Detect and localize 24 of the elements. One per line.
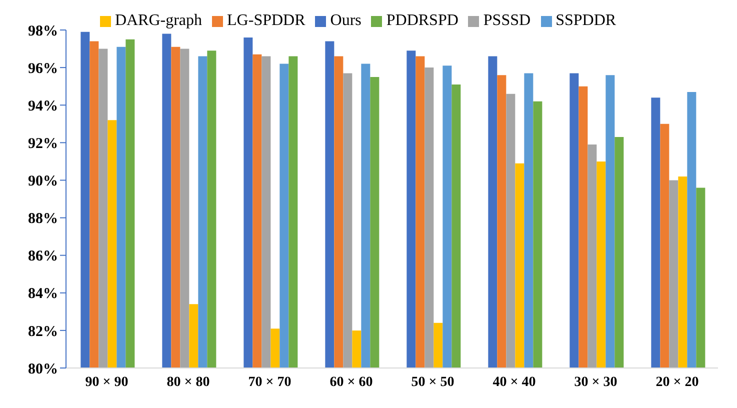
y-tick-label: 82% [28,324,58,340]
x-tick-label: 30 × 30 [574,374,618,390]
legend-label: DARG-graph [114,12,202,29]
y-tick-label: 80% [28,361,58,378]
x-tick-label: 70 × 70 [248,374,292,390]
x-tick-label: 40 × 40 [492,374,536,390]
x-tick-label: 90 × 90 [85,374,128,390]
y-tick-label: 86% [28,248,58,265]
y-tick-label: 84% [28,286,58,302]
y-tick-label: 96% [28,60,58,77]
y-tick-label: 90% [28,174,58,190]
legend-label: LG-SPDDR [227,12,306,29]
x-tick-label: 60 × 60 [330,374,373,390]
x-tick-label: 50 × 50 [411,374,454,390]
legend-label: SSPDDR [556,12,616,29]
legend-label: PDDRSPD [386,12,458,29]
y-tick-label: 88% [28,211,58,228]
y-tick-label: 98% [28,23,58,40]
x-tick-label: 20 × 20 [656,374,699,390]
x-tick-label: 80 × 80 [166,374,210,390]
legend-label: Ours [330,12,362,29]
y-tick-label: 94% [28,98,58,114]
legend-label: PSSSD [483,12,531,29]
y-tick-label: 92% [28,136,58,152]
